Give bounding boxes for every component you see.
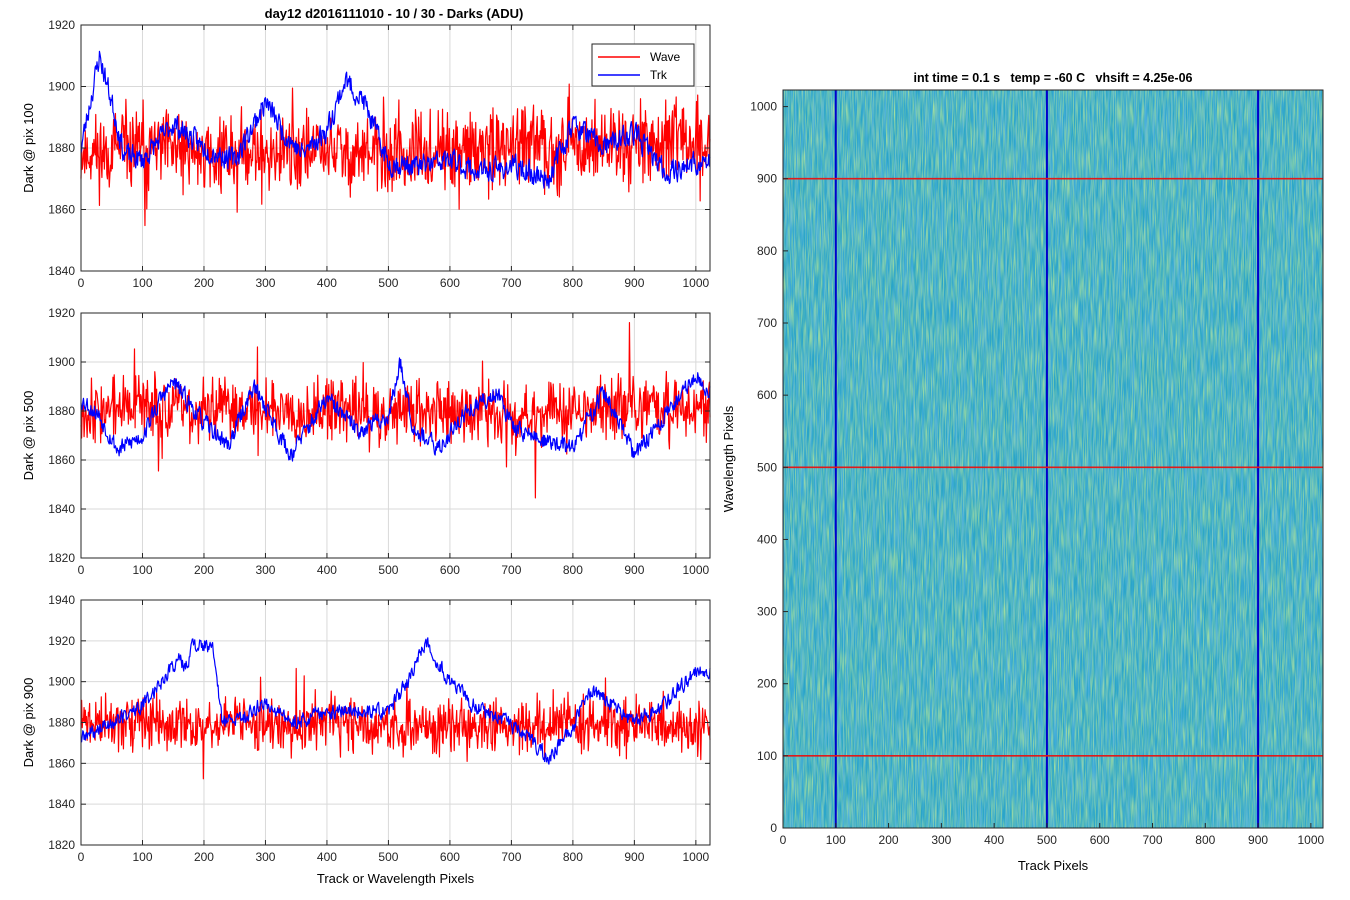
y-tick-label: 1820 [48, 838, 75, 852]
heatmap-ylabel: Wavelength Pixels [721, 405, 736, 512]
x-tick-label: 500 [378, 850, 398, 864]
series-line-trk [80, 50, 711, 189]
x-tick-label: 600 [440, 850, 460, 864]
y-tick-label: 900 [757, 172, 777, 186]
heatmap-title: int time = 0.1 s temp = -60 C vhsift = 4… [914, 71, 1193, 85]
series-line-trk [80, 637, 711, 765]
x-tick-label: 800 [563, 276, 583, 290]
y-tick-label: 1920 [48, 18, 75, 32]
x-tick-label: 100 [132, 850, 152, 864]
y-tick-label: 1920 [48, 634, 75, 648]
legend-trk-label: Trk [650, 68, 668, 82]
x-tick-label: 700 [1142, 833, 1162, 847]
x-tick-label: 200 [194, 563, 214, 577]
x-tick-label: 500 [378, 563, 398, 577]
x-tick-label: 900 [624, 850, 644, 864]
series-line-wave [80, 83, 711, 227]
x-tick-label: 700 [501, 563, 521, 577]
y-tick-label: 1900 [48, 675, 75, 689]
x-tick-label: 300 [255, 563, 275, 577]
heatmap-xlabel: Track Pixels [1018, 858, 1089, 873]
x-tick-label: 600 [440, 276, 460, 290]
x-tick-label: 100 [826, 833, 846, 847]
x-tick-label: 400 [317, 276, 337, 290]
x-tick-label: 0 [780, 833, 787, 847]
y-tick-label: 1920 [48, 306, 75, 320]
legend: Wave Trk [591, 43, 695, 87]
x-tick-label: 1000 [1298, 833, 1325, 847]
x-tick-label: 700 [501, 850, 521, 864]
y-tick-label: 1860 [48, 203, 75, 217]
heatmap-axes: 0 100 200 300 400 500 600 700 800 900 1000 0 100 200 3… [750, 89, 1325, 847]
y-tick-label: 1820 [48, 551, 75, 565]
x-tick-label: 400 [317, 850, 337, 864]
y-tick-label: 1940 [48, 593, 75, 607]
axes-box [80, 312, 711, 559]
y-tick-label: 500 [757, 460, 777, 474]
x-tick-label: 1000 [683, 563, 710, 577]
heatmap-noise-blue [783, 90, 1323, 828]
panel-dark-pix-900: 0 100 200 300 400 500 600 700 800 900 1000 1820 1840… [21, 593, 711, 886]
x-tick-label: 200 [194, 276, 214, 290]
x-tick-label: 800 [1195, 833, 1215, 847]
x-tick-label: 0 [78, 850, 85, 864]
plot-area [81, 313, 710, 558]
panel-dark-pix-500: 0 100 200 300 400 500 600 700 800 900 1000 1820 1840… [21, 306, 711, 577]
x-tick-label: 200 [879, 833, 899, 847]
y-axis-label: Dark @ pix 100 [21, 103, 36, 193]
y-tick-label: 1860 [48, 756, 75, 770]
y-tick-label: 1860 [48, 453, 75, 467]
series-line-wave [80, 667, 711, 780]
x-tick-label: 1000 [683, 276, 710, 290]
figure-title: day12 d2016111010 - 10 / 30 - Darks (ADU… [265, 6, 524, 21]
x-tick-label: 600 [440, 563, 460, 577]
x-tick-label: 1000 [683, 850, 710, 864]
x-tick-label: 0 [78, 276, 85, 290]
y-tick-label: 1880 [48, 716, 75, 730]
x-tick-label: 0 [78, 563, 85, 577]
y-tick-label: 1880 [48, 404, 75, 418]
x-tick-label: 400 [984, 833, 1004, 847]
y-tick-label: 400 [757, 532, 777, 546]
panel-heatmap: int time = 0.1 s temp = -60 C vhsift = 4… [721, 71, 1325, 873]
heatmap-markers [783, 90, 1323, 828]
y-tick-label: 1840 [48, 264, 75, 278]
y-tick-label: 1880 [48, 141, 75, 155]
x-tick-label: 400 [317, 563, 337, 577]
x-tick-label: 100 [132, 276, 152, 290]
x-tick-label: 800 [563, 850, 583, 864]
y-tick-label: 700 [757, 316, 777, 330]
x-tick-label: 500 [378, 276, 398, 290]
y-tick-label: 0 [770, 821, 777, 835]
y-tick-label: 1840 [48, 502, 75, 516]
y-axis-label: Dark @ pix 900 [21, 678, 36, 768]
x-tick-label: 200 [194, 850, 214, 864]
x-axis-label: Track or Wavelength Pixels [317, 871, 475, 886]
y-tick-label: 1840 [48, 797, 75, 811]
y-tick-label: 300 [757, 605, 777, 619]
x-tick-label: 600 [1090, 833, 1110, 847]
y-axis-label: Dark @ pix 500 [21, 391, 36, 481]
y-tick-label: 800 [757, 244, 777, 258]
y-tick-label: 1900 [48, 355, 75, 369]
y-tick-label: 1000 [750, 100, 777, 114]
x-tick-label: 300 [255, 276, 275, 290]
x-tick-label: 800 [563, 563, 583, 577]
x-tick-label: 700 [501, 276, 521, 290]
legend-wave-label: Wave [650, 50, 681, 64]
y-tick-label: 200 [757, 677, 777, 691]
x-tick-label: 100 [132, 563, 152, 577]
y-tick-label: 600 [757, 388, 777, 402]
y-tick-label: 100 [757, 749, 777, 763]
x-tick-label: 900 [624, 563, 644, 577]
series-line-trk [80, 357, 711, 462]
x-tick-label: 500 [1037, 833, 1057, 847]
heatmap-axes-box [782, 89, 1324, 829]
x-tick-label: 900 [1248, 833, 1268, 847]
x-tick-label: 300 [255, 850, 275, 864]
x-tick-label: 900 [624, 276, 644, 290]
y-tick-label: 1900 [48, 80, 75, 94]
x-tick-label: 300 [931, 833, 951, 847]
